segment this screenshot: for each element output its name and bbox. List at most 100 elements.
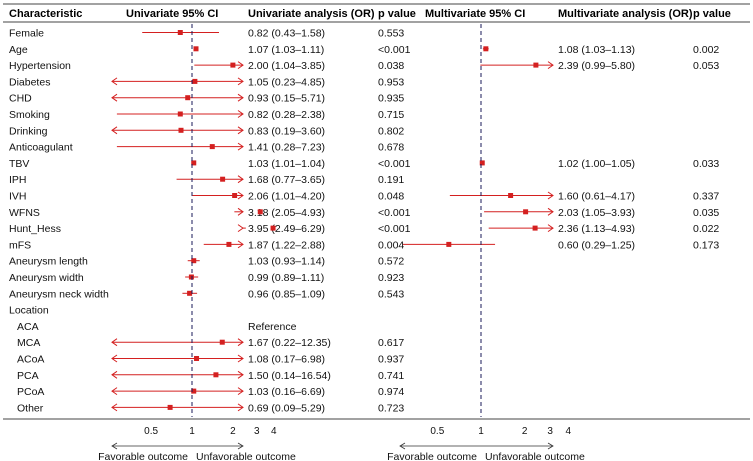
univariate-p-female: 0.553 <box>378 28 404 40</box>
univariate-p-anticoagulant: 0.678 <box>378 142 404 154</box>
multivariate-unfavorable-label: Unfavorable outcome <box>485 451 585 461</box>
univariate-pcoa-ci-arrow <box>237 387 244 396</box>
row-label-hypertension: Hypertension <box>9 60 71 72</box>
row-label-mca: MCA <box>17 337 40 349</box>
univariate-or-aneurysm-length: 1.03 (0.93–1.14) <box>248 256 325 268</box>
row-label-other: Other <box>17 402 44 414</box>
multivariate-p-age: 0.002 <box>693 44 719 56</box>
row-label-ivh: IVH <box>9 191 27 203</box>
multivariate-or-wfns: 2.03 (1.05–3.93) <box>558 207 635 219</box>
multivariate-favorable-label: Favorable outcome <box>387 451 477 461</box>
row-label-drinking: Drinking <box>9 125 48 137</box>
univariate-iph-ci-arrow <box>237 175 244 184</box>
univariate-or-acoa: 1.08 (0.17–6.98) <box>248 354 325 366</box>
row-label-aneurysm-width: Aneurysm width <box>9 272 84 284</box>
univariate-or-anticoagulant: 1.41 (0.28–7.23) <box>248 142 325 154</box>
univariate-p-age: <0.001 <box>378 44 411 56</box>
univariate-mfs-estimate-marker <box>226 241 232 247</box>
univariate-pca-ci-arrow <box>111 370 118 379</box>
row-label-pcoa: PCoA <box>17 386 44 398</box>
univariate-or-aneurysm-neck-width: 0.96 (0.85–1.09) <box>248 288 325 300</box>
header-multivariate-ci: Multivariate 95% CI <box>425 8 525 20</box>
univariate-smoking-estimate-marker <box>177 111 183 117</box>
univariate-unfavorable-label: Unfavorable outcome <box>196 451 296 461</box>
univariate-chd-ci-arrow <box>237 93 244 102</box>
univariate-or-age: 1.07 (1.03–1.11) <box>248 44 324 56</box>
multivariate-tick-3: 3 <box>547 426 553 437</box>
univariate-tick-1: 1 <box>189 426 195 437</box>
header-multivariate-p: p value <box>693 8 731 20</box>
univariate-p-pca: 0.741 <box>378 370 404 382</box>
rows-layer: Female 0.82 (0.43–1.58) 0.553 Age 1.07 (1.03… <box>9 28 719 415</box>
univariate-ivh-ci-arrow <box>237 191 244 200</box>
univariate-acoa-estimate-marker <box>194 356 200 361</box>
header-univariate-p: p value <box>378 8 416 20</box>
univariate-p-aneurysm-neck-width: 0.543 <box>378 288 404 300</box>
univariate-hypertension-estimate-marker <box>230 62 236 68</box>
multivariate-hunt-hess-estimate-marker <box>532 225 538 231</box>
univariate-p-hunt-hess: <0.001 <box>378 223 411 235</box>
multivariate-hypertension-ci-arrow <box>547 61 554 70</box>
univariate-or-tbv: 1.03 (1.01–1.04) <box>248 158 325 170</box>
univariate-mca-ci-arrow <box>111 338 118 347</box>
multivariate-hunt-hess-ci-arrow <box>547 224 554 233</box>
univariate-or-wfns: 3.18 (2.05–4.93) <box>248 207 325 219</box>
univariate-or-diabetes: 1.05 (0.23–4.85) <box>248 76 325 88</box>
univariate-ivh-estimate-marker <box>232 193 238 198</box>
univariate-p-acoa: 0.937 <box>378 354 404 366</box>
univariate-or-pcoa: 1.03 (0.16–6.69) <box>248 386 325 398</box>
multivariate-tick-0_5: 0.5 <box>430 426 444 437</box>
multivariate-tick-4: 4 <box>566 426 572 437</box>
univariate-hypertension-ci-arrow <box>237 61 244 70</box>
univariate-pcoa-ci-arrow <box>111 387 118 396</box>
header-univariate-or: Univariate analysis (OR) <box>248 8 375 20</box>
row-label-anticoagulant: Anticoagulant <box>9 142 73 154</box>
univariate-or-ivh: 2.06 (1.01–4.20) <box>248 191 325 203</box>
univariate-p-aneurysm-length: 0.572 <box>378 256 404 268</box>
row-label-aca: ACA <box>17 321 39 333</box>
univariate-chd-estimate-marker <box>185 95 191 101</box>
multivariate-tick-1: 1 <box>478 426 484 437</box>
row-label-pca: PCA <box>17 370 39 382</box>
univariate-female-estimate-marker <box>177 30 183 35</box>
univariate-aneurysm-width-estimate-marker <box>188 274 194 280</box>
univariate-hunt-hess-estimate-marker <box>270 225 276 231</box>
univariate-smoking-ci-arrow <box>237 110 244 118</box>
row-label-female: Female <box>9 28 44 40</box>
univariate-drinking-ci-arrow <box>237 126 244 135</box>
multivariate-direction-arrow-left <box>399 442 406 450</box>
univariate-p-drinking: 0.802 <box>378 125 404 137</box>
univariate-or-female: 0.82 (0.43–1.58) <box>248 28 325 40</box>
univariate-pca-estimate-marker <box>213 372 219 378</box>
row-label-tbv: TBV <box>9 158 29 170</box>
univariate-p-smoking: 0.715 <box>378 109 404 121</box>
univariate-tbv-estimate-marker <box>191 160 197 166</box>
univariate-aneurysm-neck-width-estimate-marker <box>187 290 193 296</box>
row-label-location: Location <box>9 305 49 317</box>
univariate-or-drinking: 0.83 (0.19–3.60) <box>248 125 325 137</box>
univariate-p-other: 0.723 <box>378 402 404 414</box>
univariate-diabetes-estimate-marker <box>192 78 198 84</box>
row-label-iph: IPH <box>9 174 27 186</box>
multivariate-p-tbv: 0.033 <box>693 158 719 170</box>
multivariate-wfns-ci-arrow <box>547 207 554 216</box>
univariate-p-aneurysm-width: 0.923 <box>378 272 404 284</box>
univariate-or-aneurysm-width: 0.99 (0.89–1.11) <box>248 272 324 284</box>
univariate-pcoa-estimate-marker <box>191 388 197 394</box>
multivariate-p-ivh: 0.337 <box>693 191 719 203</box>
univariate-mca-ci-arrow <box>237 338 244 347</box>
univariate-p-chd: 0.935 <box>378 93 404 105</box>
row-label-age: Age <box>9 44 28 56</box>
row-label-mfs: mFS <box>9 239 31 251</box>
univariate-diabetes-ci-arrow <box>237 77 244 86</box>
univariate-tick-3: 3 <box>254 426 260 437</box>
univariate-p-hypertension: 0.038 <box>378 60 404 72</box>
univariate-drinking-ci-arrow <box>111 126 118 135</box>
univariate-wfns-ci-arrow <box>237 207 244 216</box>
multivariate-direction-arrow-right <box>547 442 554 450</box>
row-label-smoking: Smoking <box>9 109 50 121</box>
univariate-acoa-ci-arrow <box>111 354 118 363</box>
univariate-drinking-estimate-marker <box>178 127 184 133</box>
univariate-p-tbv: <0.001 <box>378 158 411 170</box>
univariate-tick-2: 2 <box>230 426 236 437</box>
